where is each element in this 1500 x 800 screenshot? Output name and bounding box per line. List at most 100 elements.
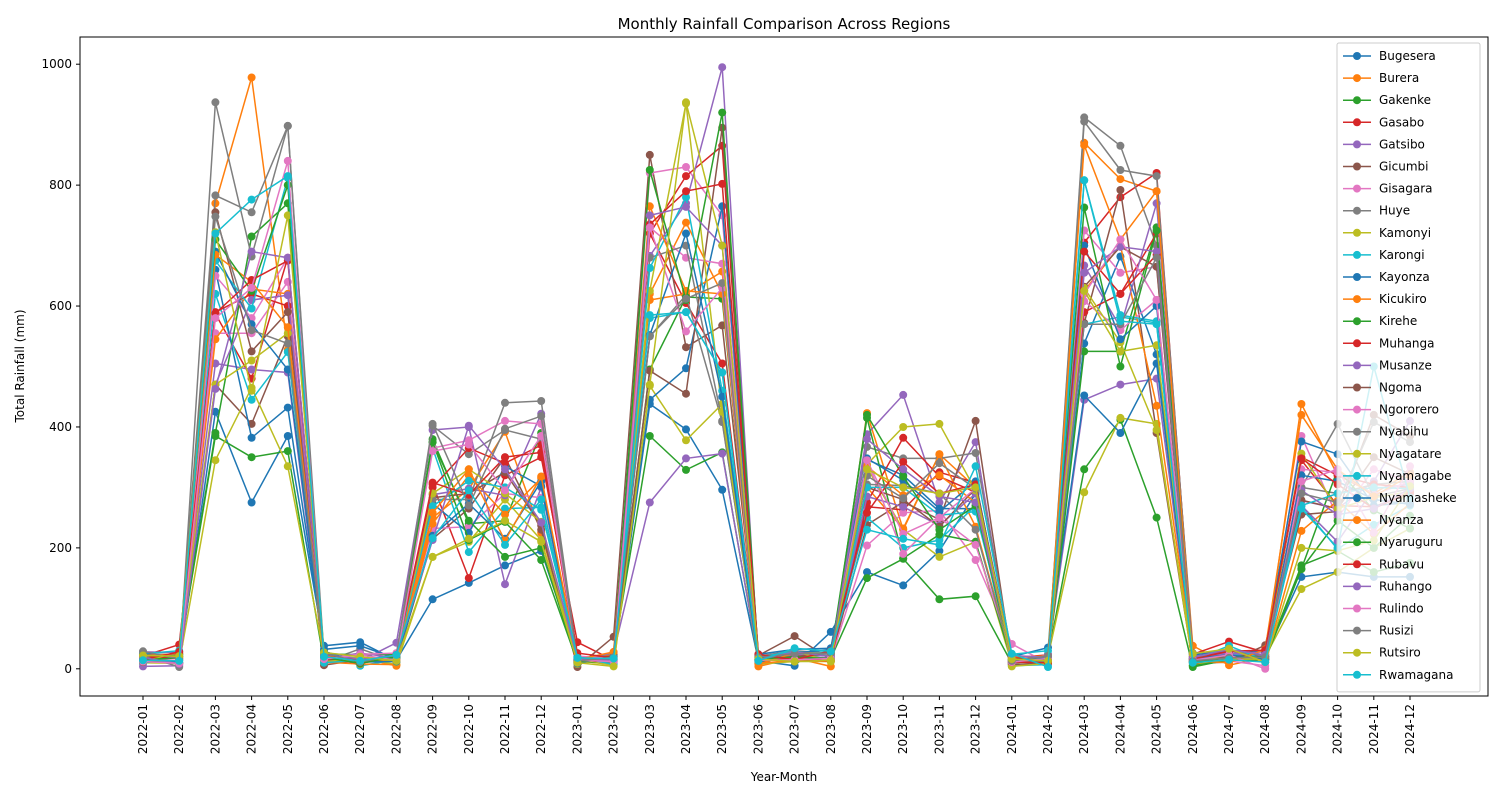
x-axis-label: Year-Month [750,770,818,784]
data-point [682,187,690,196]
legend-item: Ruhango [1343,579,1432,593]
data-point [935,450,944,459]
data-point [247,283,256,292]
data-point [1152,401,1161,410]
legend-marker [1353,339,1361,348]
series-line [142,206,1411,663]
data-point [971,449,980,457]
legend-item: Gatsibo [1343,137,1425,151]
x-tick-label: 2024-01 [1005,704,1019,754]
data-point [1080,247,1089,256]
data-point [464,486,473,495]
x-tick-label: 2022-04 [245,704,259,754]
series-line [142,67,1411,668]
series-line [142,418,1411,668]
data-point [1116,347,1125,356]
data-point [1116,166,1125,174]
legend-item: Gakenke [1343,93,1431,107]
x-tick-label: 2024-05 [1150,704,1164,754]
data-point [464,574,473,583]
legend-marker [1353,96,1361,105]
legend-item: Muhanga [1343,336,1435,350]
data-point [718,449,727,458]
data-point [501,504,509,513]
legend-item: Musanze [1343,358,1432,372]
data-point [790,644,799,653]
data-point [826,656,835,665]
legend-item: Nyamagabe [1343,469,1451,483]
data-point [682,425,690,434]
legend-item: Nyagatare [1343,447,1442,461]
series-line [142,182,1411,664]
legend-label: Rubavu [1379,557,1424,571]
series-gisagara [139,163,1414,668]
x-axis: 2022-01 2022-02 2022-03 2022-04 2022-05 2022-… [136,696,1417,754]
data-point [247,195,256,204]
legend-marker [1353,582,1361,591]
series-nyanza [139,141,1414,668]
data-point [139,656,147,665]
legend: Bugesera Burera Gakenke Gasabo Gatsibo Gicumb… [1336,42,1481,693]
data-point [428,595,437,604]
data-point [645,166,654,174]
data-point [935,489,944,498]
series-burera [139,73,1414,671]
data-point [537,556,546,564]
series-nyamagabe [139,173,1414,669]
legend-label: Muhanga [1379,336,1435,350]
legend-marker [1353,494,1361,502]
x-tick-label: 2022-03 [208,704,222,754]
data-point [501,453,509,462]
data-point [1261,664,1270,673]
series-huye [139,113,1414,667]
series-line [142,243,1411,666]
data-point [283,447,292,456]
data-point [1080,176,1089,185]
data-point [428,502,437,511]
data-point [682,193,690,202]
data-point [211,384,220,393]
legend-box [1336,42,1481,693]
data-point [899,458,908,466]
data-point [428,478,437,487]
series-ngoma [139,123,1414,669]
x-tick-label: 2022-11 [498,704,512,754]
series-karongi [139,289,1414,670]
data-point [501,416,509,425]
data-point [1261,658,1270,667]
data-point [682,327,690,336]
x-tick-label: 2024-11 [1367,704,1381,754]
legend-marker [1353,140,1361,149]
data-point [464,534,473,543]
legend-marker [1353,670,1361,679]
data-point [1116,380,1125,389]
data-point [283,462,292,471]
legend-label: Nyamasheke [1379,491,1457,505]
x-tick-label: 2024-03 [1077,704,1091,754]
legend-label: Kamonyi [1379,226,1431,240]
series-line [142,102,1411,668]
data-point [1116,235,1125,244]
legend-marker [1353,118,1361,127]
data-point [247,365,256,374]
data-point [899,508,908,517]
data-point [428,534,437,543]
legend-label: Nyanza [1379,513,1424,527]
data-point [935,471,944,480]
legend-marker [1353,383,1361,392]
data-point [682,436,690,445]
data-point [718,279,727,288]
data-point [247,386,256,395]
series-line [142,225,1411,667]
legend-label: Rwamagana [1379,668,1453,682]
data-point [899,549,908,558]
data-point [609,654,618,663]
data-point [645,211,654,220]
data-point [718,241,727,250]
data-point [247,395,256,404]
data-point [283,121,292,130]
data-point [1080,320,1089,329]
data-point [1080,261,1089,270]
data-point [464,476,473,485]
x-tick-label: 2022-07 [353,704,367,754]
